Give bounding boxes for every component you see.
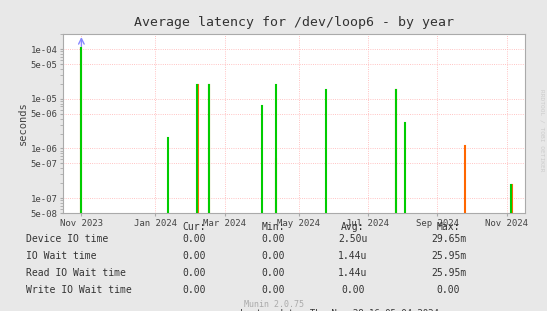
Text: 0.00: 0.00 (183, 234, 206, 244)
Text: Write IO Wait time: Write IO Wait time (26, 285, 132, 295)
Text: 25.95m: 25.95m (431, 251, 466, 261)
Text: 0.00: 0.00 (262, 285, 285, 295)
Text: 0.00: 0.00 (437, 285, 460, 295)
Text: Last update: Thu Nov 28 16:05:04 2024: Last update: Thu Nov 28 16:05:04 2024 (240, 309, 439, 311)
Text: Cur:: Cur: (183, 222, 206, 232)
Text: 0.00: 0.00 (262, 251, 285, 261)
Text: 0.00: 0.00 (262, 268, 285, 278)
Text: IO Wait time: IO Wait time (26, 251, 97, 261)
Y-axis label: seconds: seconds (18, 102, 28, 146)
Text: RRDTOOL / TOBI OETIKER: RRDTOOL / TOBI OETIKER (539, 89, 544, 172)
Title: Average latency for /dev/loop6 - by year: Average latency for /dev/loop6 - by year (134, 16, 454, 29)
Text: Read IO Wait time: Read IO Wait time (26, 268, 126, 278)
Text: 1.44u: 1.44u (338, 251, 368, 261)
Text: 0.00: 0.00 (341, 285, 364, 295)
Text: 1.44u: 1.44u (338, 268, 368, 278)
Text: 0.00: 0.00 (183, 268, 206, 278)
Text: 29.65m: 29.65m (431, 234, 466, 244)
Text: 0.00: 0.00 (183, 251, 206, 261)
Text: 0.00: 0.00 (183, 285, 206, 295)
Text: 2.50u: 2.50u (338, 234, 368, 244)
Text: Min:: Min: (262, 222, 285, 232)
Text: Avg:: Avg: (341, 222, 364, 232)
Text: Max:: Max: (437, 222, 460, 232)
Text: 25.95m: 25.95m (431, 268, 466, 278)
Text: Munin 2.0.75: Munin 2.0.75 (243, 299, 304, 309)
Text: 0.00: 0.00 (262, 234, 285, 244)
Text: Device IO time: Device IO time (26, 234, 108, 244)
